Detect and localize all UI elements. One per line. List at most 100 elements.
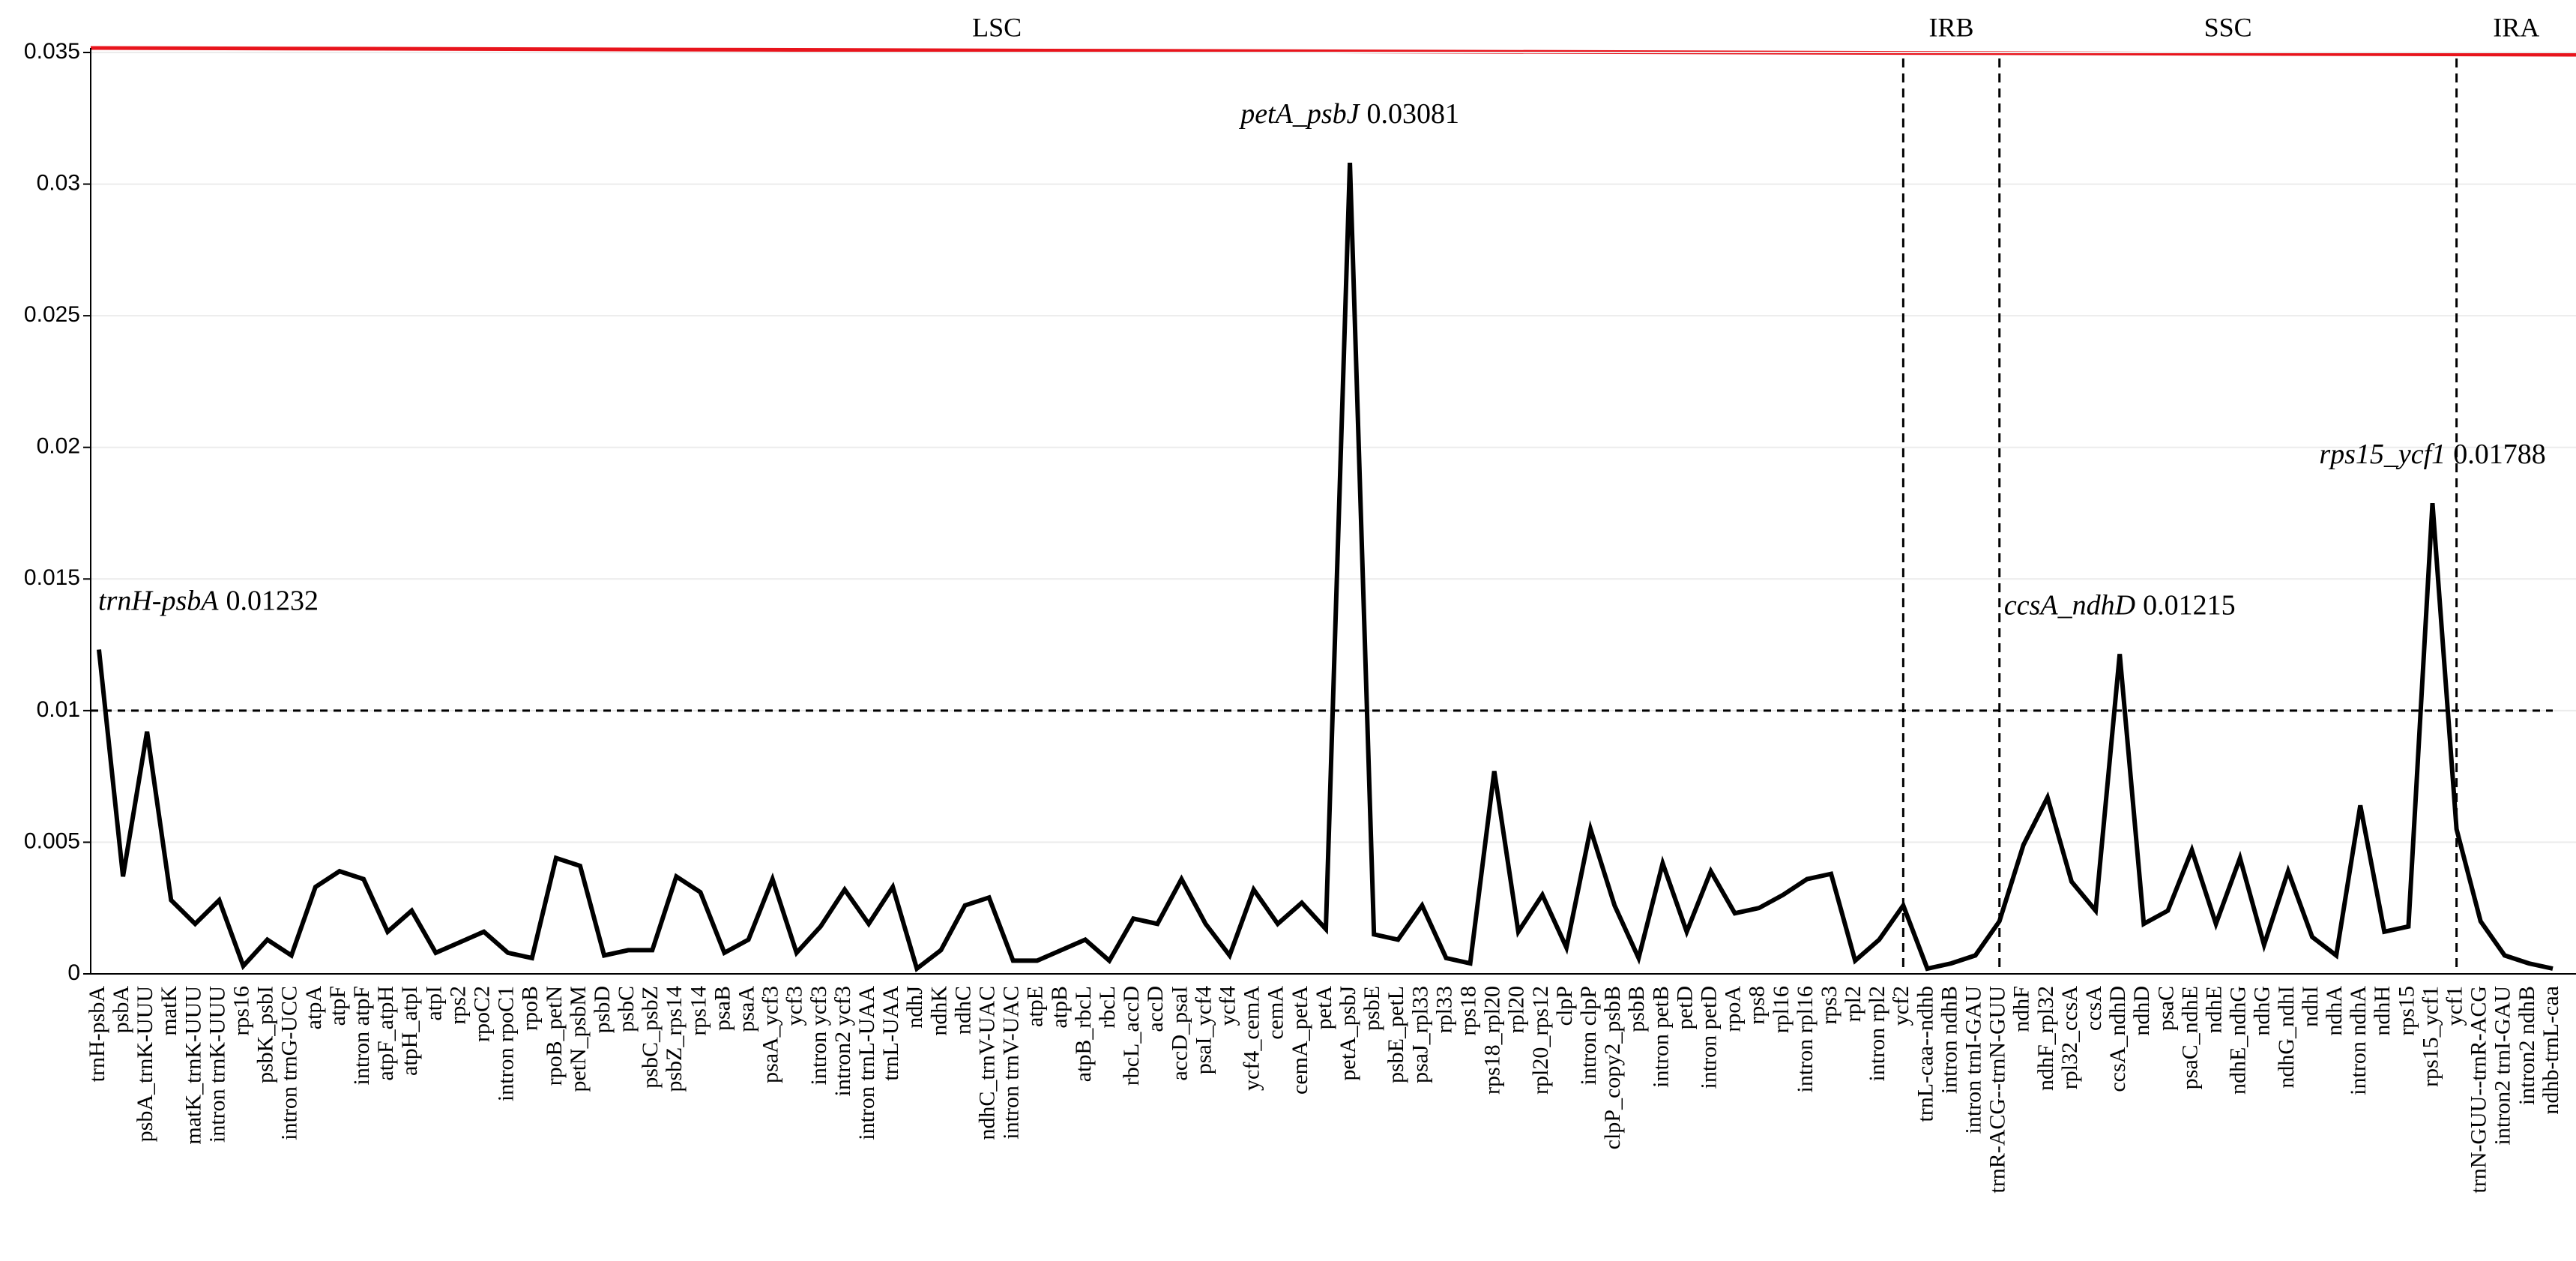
region-label: IRB	[1929, 12, 1974, 42]
y-tick-label: 0.02	[37, 434, 80, 459]
annotation-value: 0.01215	[2143, 589, 2236, 621]
x-tick-label: petD	[1672, 986, 1697, 1029]
x-tick-label: intron trnL-UAA	[854, 986, 879, 1140]
x-tick-label: psbC	[614, 986, 639, 1032]
x-tick-label: rpoC2	[469, 986, 494, 1042]
x-tick-label: intron clpP	[1576, 986, 1601, 1086]
x-tick-label: ycf1	[2442, 986, 2467, 1026]
x-tick-label: rbcL_accD	[1119, 986, 1144, 1086]
x-tick-label: trnL-caa--ndhb	[1913, 986, 1937, 1122]
x-tick-label: cemA	[1264, 986, 1288, 1040]
x-tick-label: ndhE	[2202, 986, 2227, 1033]
x-tick-label: psbA	[109, 986, 133, 1034]
annotation: rps15_ycf1 0.01788	[2319, 439, 2545, 470]
x-tick-label: intron2 trnI-GAU	[2491, 986, 2515, 1146]
x-tick-label: matK_trnK-UUU	[181, 986, 205, 1145]
region-label: IRA	[2493, 12, 2539, 42]
x-tick-label: atpB	[1047, 986, 1072, 1029]
annotation-name: petA_psbJ	[1238, 98, 1360, 130]
x-tick-label: psbE	[1360, 986, 1384, 1031]
x-tick-label: intron atpF	[349, 986, 374, 1086]
x-tick-label: ycf4_cemA	[1240, 986, 1264, 1091]
x-tick-label: psbZ_rps14	[662, 986, 687, 1092]
x-tick-label: ndhD	[2129, 986, 2154, 1036]
x-tick-label: psaJ_rpl33	[1408, 986, 1432, 1083]
x-tick-label: petA	[1312, 986, 1336, 1030]
x-tick-label: intron ycf3	[806, 986, 831, 1085]
x-tick-label: rps18	[1456, 986, 1480, 1036]
x-tick-label: rps18_rpl20	[1480, 986, 1505, 1095]
annotation-name: ccsA_ndhD	[2004, 589, 2135, 621]
x-tick-label: ndhG_ndhI	[2274, 986, 2299, 1089]
y-tick-label: 0.035	[24, 39, 80, 64]
x-tick-label: atpA	[301, 986, 326, 1030]
y-tick-label: 0.005	[24, 828, 80, 853]
x-tick-label: psbC_psbZ	[638, 986, 663, 1089]
x-tick-label: rpl33	[1432, 986, 1456, 1033]
x-tick-label: psaC_ndhE	[2177, 986, 2202, 1089]
x-tick-label: intron petD	[1696, 986, 1721, 1089]
x-tick-label: ndhH	[2370, 986, 2395, 1036]
x-tick-label: psbE_petL	[1384, 986, 1408, 1083]
x-tick-label: accD_psaI	[1167, 986, 1192, 1081]
x-tick-label: psbA_trnK-UUU	[133, 986, 157, 1143]
x-tick-label: clpP_copy2_psbB	[1600, 986, 1625, 1149]
x-tick-label: ndhF_rpl32	[2033, 986, 2058, 1091]
x-tick-label: rps3	[1817, 986, 1841, 1025]
annotation-value: 0.03081	[1366, 98, 1459, 130]
annotation-name: trnH-psbA	[98, 585, 219, 616]
annotation: ccsA_ndhD 0.01215	[2004, 589, 2236, 621]
y-tick-label: 0.01	[37, 697, 80, 722]
annotation-value: 0.01788	[2453, 439, 2546, 470]
x-tick-label: intron rpoC1	[494, 986, 519, 1101]
x-tick-label: ndhF	[2009, 986, 2034, 1032]
x-tick-label: intron2 ycf3	[830, 986, 855, 1096]
y-tick-label: 0.03	[37, 170, 80, 195]
x-tick-label: psaA	[735, 986, 759, 1032]
x-tick-label: rbcL	[1095, 986, 1120, 1029]
x-tick-label: intron rpl2	[1865, 986, 1889, 1082]
x-tick-label: rps8	[1745, 986, 1770, 1025]
x-tick-label: ccsA_ndhD	[2105, 986, 2130, 1092]
x-tick-label: ndhG	[2250, 986, 2275, 1036]
x-tick-label: rpoB_petN	[542, 986, 567, 1086]
x-tick-label: trnL-UAA	[878, 986, 903, 1081]
x-tick-label: intron trnI-GAU	[1961, 986, 1986, 1134]
x-tick-label: rpl2	[1841, 986, 1865, 1022]
annotation-name: rps15_ycf1	[2319, 439, 2446, 470]
x-tick-label: atpE	[1023, 986, 1048, 1027]
x-tick-label: clpP	[1552, 986, 1577, 1026]
x-tick-label: intron rpl16	[1793, 986, 1818, 1093]
x-tick-label: psbK_psbI	[253, 986, 278, 1083]
x-tick-label: rpl32_ccsA	[2057, 986, 2082, 1090]
x-tick-label: rps2	[445, 986, 470, 1025]
x-tick-label: intron ndhA	[2346, 986, 2371, 1095]
x-tick-label: accD	[1143, 986, 1168, 1032]
y-tick-label: 0	[67, 960, 80, 985]
x-tick-label: atpF_atpH	[373, 986, 398, 1081]
x-tick-label: ndhb-trnL-caa	[2539, 986, 2563, 1115]
x-tick-label: ndhK	[926, 986, 951, 1036]
x-tick-label: psaA_ycf3	[758, 986, 783, 1083]
x-tick-label: ndhJ	[902, 986, 927, 1029]
data-line	[97, 163, 2554, 973]
x-tick-label: atpI	[421, 986, 446, 1021]
region-label: SSC	[2204, 12, 2252, 42]
x-tick-label: intron2 ndhB	[2515, 986, 2539, 1105]
x-tick-label: psbB	[1624, 986, 1649, 1032]
x-tick-label: rpl20_rps12	[1528, 986, 1553, 1095]
x-tick-label: psaB	[710, 986, 735, 1031]
annotation: trnH-psbA 0.01232	[98, 585, 319, 616]
x-tick-label: trnH-psbA	[85, 986, 109, 1083]
x-tick-label: cemA_petA	[1288, 986, 1312, 1095]
x-tick-label: intron trnK-UUU	[205, 986, 229, 1143]
x-tick-label: ycf3	[782, 986, 807, 1026]
x-tick-label: rps16	[229, 986, 253, 1036]
boundary-line	[90, 46, 2576, 57]
y-tick-label: 0.015	[24, 565, 80, 590]
x-tick-label: ccsA	[2081, 986, 2106, 1031]
y-tick-label: 0.025	[24, 302, 80, 327]
x-tick-label: intron petB	[1648, 986, 1673, 1088]
